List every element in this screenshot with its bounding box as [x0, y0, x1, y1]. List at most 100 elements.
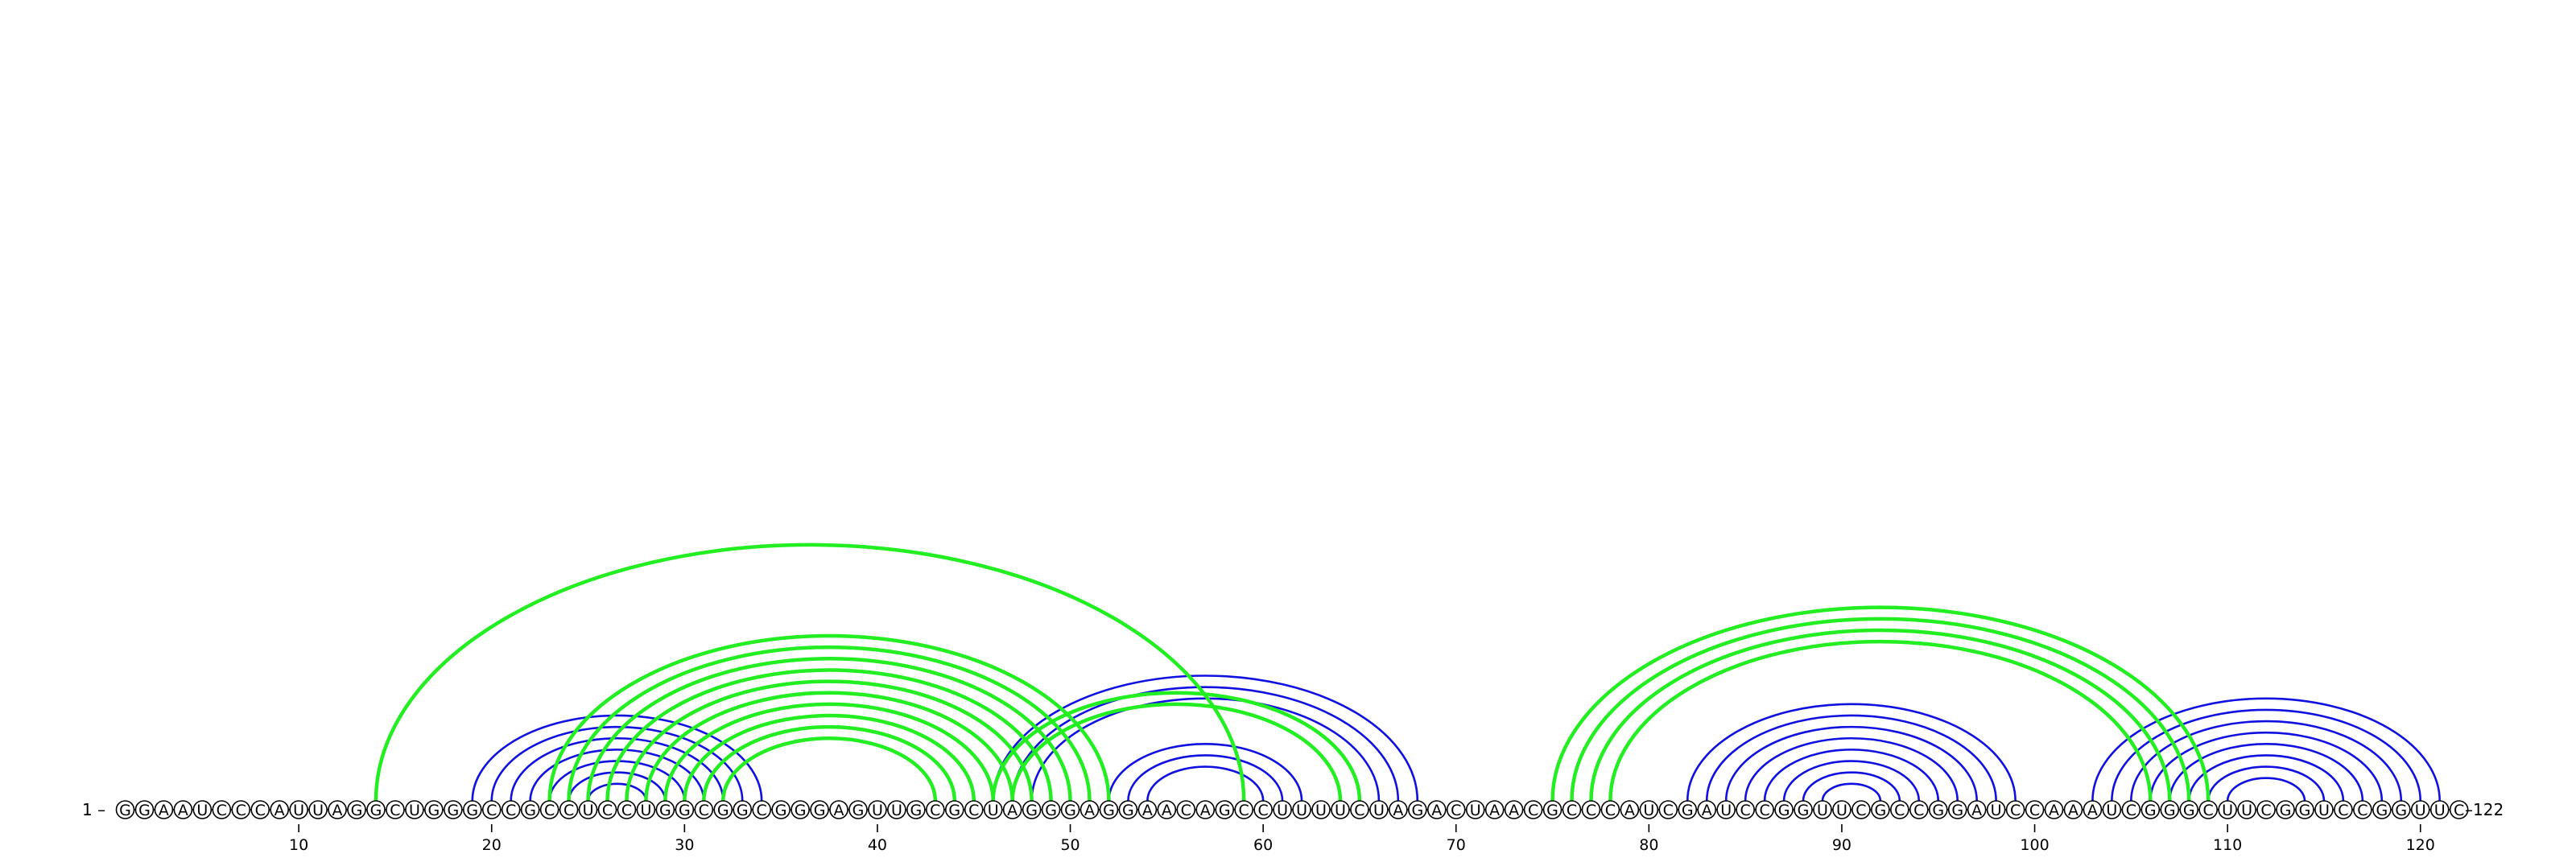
- nucleotide: A: [1002, 800, 1022, 819]
- nucleotide-circle: [1253, 800, 1273, 819]
- nucleotide-circle: [1118, 800, 1138, 819]
- nucleotide-letter: G: [814, 802, 826, 819]
- nucleotide-letter: C: [544, 802, 555, 819]
- nucleotide-letter: U: [409, 802, 420, 819]
- nucleotide: C: [2256, 800, 2276, 819]
- nucleotide-letter: U: [872, 802, 883, 819]
- nucleotide: C: [1523, 800, 1543, 819]
- position-tick-label: 60: [1253, 836, 1273, 854]
- nucleotide-letter: U: [2222, 802, 2233, 819]
- nucleotide-circle: [328, 800, 347, 819]
- nucleotide-letter: C: [255, 802, 266, 819]
- nucleotide-letter: C: [1586, 802, 1596, 819]
- nucleotide-circle: [2237, 800, 2256, 819]
- nucleotide-circle: [366, 800, 386, 819]
- nucleotide-letter: G: [1682, 802, 1694, 819]
- nucleotide: G: [906, 800, 926, 819]
- nucleotide-letter: C: [1605, 802, 1616, 819]
- blue-arc-21-32: [510, 736, 724, 802]
- nucleotide-letter: C: [699, 802, 709, 819]
- nucleotide-circle: [1311, 800, 1331, 819]
- nucleotide: C: [539, 800, 559, 819]
- green-arc-29-46: [663, 702, 995, 802]
- nucleotide: U: [636, 800, 656, 819]
- nucleotide-letter: C: [930, 802, 940, 819]
- nucleotide: G: [424, 800, 444, 819]
- blue-arc-105-119: [2130, 720, 2403, 802]
- nucleotide: C: [481, 800, 502, 819]
- nucleotide-circle: [848, 800, 868, 819]
- nucleotide-letter: C: [2338, 802, 2348, 819]
- nucleotide-circle: [1562, 800, 1582, 819]
- nucleotide: G: [1928, 800, 1948, 819]
- nucleotide-circle: [1389, 800, 1408, 819]
- position-tick-label: 80: [1639, 836, 1658, 854]
- nucleotide-letter: G: [2164, 802, 2176, 819]
- nucleotide-circle: [2179, 800, 2199, 819]
- nucleotide-circle: [444, 800, 463, 819]
- nucleotide: C: [2449, 800, 2469, 819]
- nucleotide-letter: G: [852, 802, 865, 819]
- blue-arc-22-31: [529, 749, 705, 802]
- nucleotide-circle: [713, 800, 733, 819]
- nucleotide: C: [1736, 800, 1755, 819]
- nucleotide-circle: [636, 800, 656, 819]
- position-axis: 10 20 30 40 50 60 70 80 90 100 110 120: [289, 824, 2435, 854]
- blue-arc-83-98: [1705, 714, 1997, 802]
- nucleotide: A: [173, 800, 193, 819]
- nucleotide-circle: [1947, 800, 1967, 819]
- nucleotide-circle: [559, 800, 579, 819]
- nucleotide-letter: C: [968, 802, 979, 819]
- nucleotide: U: [405, 800, 424, 819]
- blue-arc-47-67: [1011, 686, 1400, 802]
- green-arc-14-59: [374, 542, 1246, 802]
- nucleotide-letter: U: [1991, 802, 2002, 819]
- nucleotide-circle: [694, 800, 714, 819]
- position-tick-label: 20: [482, 836, 502, 854]
- nucleotide-circle: [1002, 800, 1022, 819]
- nucleotide-letter: U: [2434, 802, 2446, 819]
- nucleotide-letter: C: [506, 802, 516, 819]
- nucleotide-circle: [1736, 800, 1755, 819]
- nucleotide-letter: C: [2357, 802, 2368, 819]
- nucleotide-circle: [1234, 800, 1253, 819]
- nucleotide-circle: [1678, 800, 1698, 819]
- nucleotide: C: [1755, 800, 1774, 819]
- nucleotide: G: [713, 800, 733, 819]
- nucleotide-circle: [1080, 800, 1100, 819]
- nucleotide-circle: [1446, 800, 1466, 819]
- nucleotide-circle: [386, 800, 405, 819]
- nucleotide-letter: G: [466, 802, 478, 819]
- blue-arc-104-120: [2111, 708, 2422, 802]
- nucleotide-circle: [270, 800, 289, 819]
- nucleotide-circle: [868, 800, 887, 819]
- nucleotide: G: [115, 800, 135, 819]
- nucleotide-letter: G: [1103, 802, 1115, 819]
- nucleotide-letter: U: [293, 802, 304, 819]
- nucleotide: A: [1389, 800, 1408, 819]
- nucleotide-circle: [944, 800, 964, 819]
- nucleotide: C: [2353, 800, 2372, 819]
- nucleotide-circle: [1986, 800, 2006, 819]
- nucleotide-letter: C: [2260, 802, 2271, 819]
- nucleotide-circle: [752, 800, 771, 819]
- nucleotide-letter: G: [2280, 802, 2292, 819]
- position-tick-label: 50: [1060, 836, 1080, 854]
- nucleotide-circle: [1639, 800, 1659, 819]
- nucleotide-circle: [2429, 800, 2450, 819]
- nucleotide: C: [2334, 800, 2353, 819]
- nucleotide: C: [926, 800, 945, 819]
- nucleotide: A: [328, 800, 347, 819]
- nucleotide-letter: C: [621, 802, 632, 819]
- nucleotide-letter: U: [196, 802, 208, 819]
- nucleotide-circle: [1273, 800, 1292, 819]
- nucleotide-circle: [2140, 800, 2161, 819]
- nucleotide-circle: [462, 800, 482, 819]
- nucleotide-letter: G: [2299, 802, 2311, 819]
- nucleotide-letter: C: [2454, 802, 2464, 819]
- nucleotide-letter: G: [737, 802, 749, 819]
- nucleotide-circle: [617, 800, 637, 819]
- base-pair-arcs: [374, 542, 2441, 802]
- nucleotide: C: [386, 800, 405, 819]
